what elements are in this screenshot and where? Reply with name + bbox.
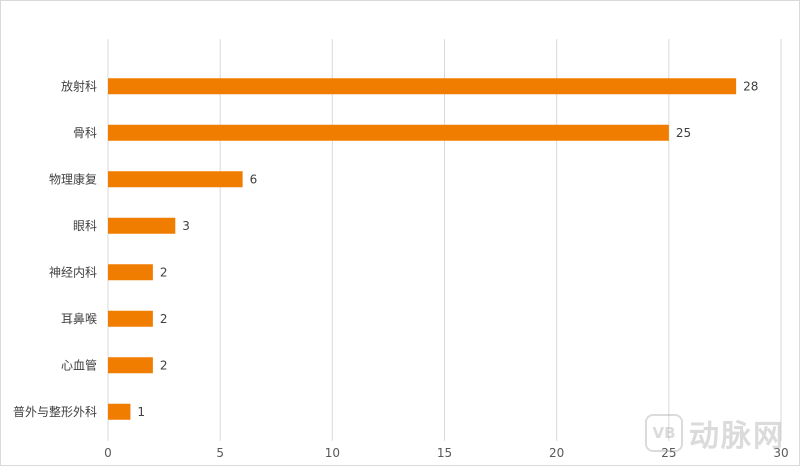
x-tick-label: 5: [216, 446, 224, 460]
category-label: 神经内科: [49, 265, 97, 279]
x-tick-label: 30: [773, 446, 788, 460]
x-tick-label: 0: [104, 446, 112, 460]
category-label: 心血管: [61, 357, 97, 372]
data-label: 28: [743, 79, 758, 93]
bar: [108, 78, 737, 95]
x-tick-label: 20: [549, 446, 564, 460]
data-label: 25: [676, 126, 691, 140]
bar: [108, 171, 243, 188]
bar: [108, 403, 131, 420]
data-label: 1: [137, 405, 145, 419]
category-label: 普外与整形外科: [13, 404, 97, 419]
data-label: 2: [160, 358, 168, 372]
category-label: 眼科: [73, 219, 97, 233]
category-label: 物理康复: [49, 171, 97, 186]
bar: [108, 217, 176, 234]
watermark: VB 动脉网: [645, 411, 785, 455]
watermark-text: 动脉网: [689, 419, 785, 454]
data-label: 6: [250, 172, 258, 186]
category-label: 放射科: [61, 78, 97, 93]
bar: [108, 124, 669, 141]
bar: [108, 264, 153, 281]
data-label: 2: [160, 312, 168, 326]
data-label: 3: [182, 219, 190, 233]
data-label: 2: [160, 265, 168, 279]
x-tick-label: 25: [661, 446, 676, 460]
category-label: 骨科: [73, 126, 97, 140]
bar: [108, 310, 153, 327]
watermark-logo-icon: VB: [645, 414, 683, 452]
x-tick-label: 10: [325, 446, 340, 460]
category-label: 耳鼻喉: [61, 311, 97, 326]
bar: [108, 357, 153, 374]
x-tick-label: 15: [437, 446, 452, 460]
